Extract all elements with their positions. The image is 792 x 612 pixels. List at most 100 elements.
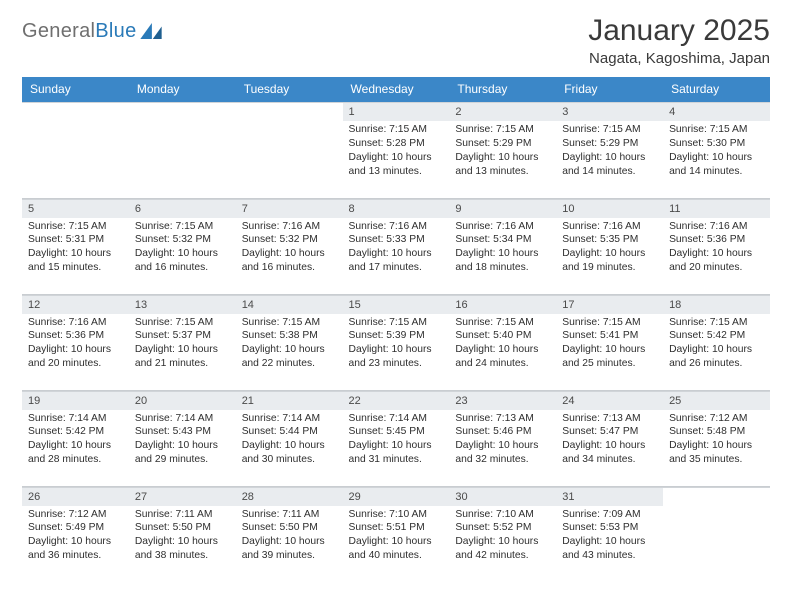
day-number: 5 xyxy=(22,199,129,218)
day-number: 26 xyxy=(22,487,129,506)
day-body: Sunrise: 7:15 AMSunset: 5:41 PMDaylight:… xyxy=(556,314,663,378)
day-number: 14 xyxy=(236,295,343,314)
day-header: Thursday xyxy=(449,77,556,102)
sunset-line: Sunset: 5:31 PM xyxy=(28,233,123,247)
day-number: 25 xyxy=(663,391,770,410)
daylight-line: Daylight: 10 hours and 26 minutes. xyxy=(669,343,764,371)
logo-text-blue: Blue xyxy=(95,20,136,42)
calendar-cell: 27Sunrise: 7:11 AMSunset: 5:50 PMDayligh… xyxy=(129,486,236,582)
sunrise-line: Sunrise: 7:16 AM xyxy=(455,220,550,234)
daylight-line: Daylight: 10 hours and 22 minutes. xyxy=(242,343,337,371)
calendar-cell xyxy=(129,102,236,198)
sunrise-line: Sunrise: 7:15 AM xyxy=(349,123,444,137)
calendar-cell: 25Sunrise: 7:12 AMSunset: 5:48 PMDayligh… xyxy=(663,390,770,486)
sunset-line: Sunset: 5:47 PM xyxy=(562,425,657,439)
sunrise-line: Sunrise: 7:14 AM xyxy=(28,412,123,426)
sunrise-line: Sunrise: 7:15 AM xyxy=(135,220,230,234)
day-body: Sunrise: 7:10 AMSunset: 5:51 PMDaylight:… xyxy=(343,506,450,570)
sunrise-line: Sunrise: 7:11 AM xyxy=(135,508,230,522)
sunrise-line: Sunrise: 7:14 AM xyxy=(242,412,337,426)
sunset-line: Sunset: 5:32 PM xyxy=(242,233,337,247)
calendar-cell: 10Sunrise: 7:16 AMSunset: 5:35 PMDayligh… xyxy=(556,198,663,294)
day-number: 28 xyxy=(236,487,343,506)
daylight-line: Daylight: 10 hours and 42 minutes. xyxy=(455,535,550,563)
sunset-line: Sunset: 5:40 PM xyxy=(455,329,550,343)
daylight-line: Daylight: 10 hours and 18 minutes. xyxy=(455,247,550,275)
logo: GeneralBlue xyxy=(22,20,162,43)
day-header: Friday xyxy=(556,77,663,102)
daylight-line: Daylight: 10 hours and 29 minutes. xyxy=(135,439,230,467)
daylight-line: Daylight: 10 hours and 13 minutes. xyxy=(349,151,444,179)
sunrise-line: Sunrise: 7:16 AM xyxy=(669,220,764,234)
calendar-cell: 16Sunrise: 7:15 AMSunset: 5:40 PMDayligh… xyxy=(449,294,556,390)
day-number: 24 xyxy=(556,391,663,410)
day-number: 23 xyxy=(449,391,556,410)
sunrise-line: Sunrise: 7:13 AM xyxy=(562,412,657,426)
day-body: Sunrise: 7:12 AMSunset: 5:49 PMDaylight:… xyxy=(22,506,129,570)
day-number xyxy=(236,102,343,121)
day-body: Sunrise: 7:15 AMSunset: 5:40 PMDaylight:… xyxy=(449,314,556,378)
day-body: Sunrise: 7:16 AMSunset: 5:32 PMDaylight:… xyxy=(236,218,343,282)
day-number: 30 xyxy=(449,487,556,506)
sunrise-line: Sunrise: 7:15 AM xyxy=(562,123,657,137)
day-body: Sunrise: 7:15 AMSunset: 5:39 PMDaylight:… xyxy=(343,314,450,378)
calendar-cell: 7Sunrise: 7:16 AMSunset: 5:32 PMDaylight… xyxy=(236,198,343,294)
day-body: Sunrise: 7:15 AMSunset: 5:42 PMDaylight:… xyxy=(663,314,770,378)
sunset-line: Sunset: 5:28 PM xyxy=(349,137,444,151)
calendar-cell: 8Sunrise: 7:16 AMSunset: 5:33 PMDaylight… xyxy=(343,198,450,294)
day-header: Monday xyxy=(129,77,236,102)
sunrise-line: Sunrise: 7:15 AM xyxy=(669,123,764,137)
day-number: 15 xyxy=(343,295,450,314)
day-body: Sunrise: 7:13 AMSunset: 5:46 PMDaylight:… xyxy=(449,410,556,474)
daylight-line: Daylight: 10 hours and 23 minutes. xyxy=(349,343,444,371)
sunset-line: Sunset: 5:48 PM xyxy=(669,425,764,439)
calendar-cell: 11Sunrise: 7:16 AMSunset: 5:36 PMDayligh… xyxy=(663,198,770,294)
calendar-cell: 18Sunrise: 7:15 AMSunset: 5:42 PMDayligh… xyxy=(663,294,770,390)
calendar-cell: 31Sunrise: 7:09 AMSunset: 5:53 PMDayligh… xyxy=(556,486,663,582)
sunrise-line: Sunrise: 7:15 AM xyxy=(242,316,337,330)
calendar-cell: 23Sunrise: 7:13 AMSunset: 5:46 PMDayligh… xyxy=(449,390,556,486)
location: Nagata, Kagoshima, Japan xyxy=(588,50,770,67)
sunrise-line: Sunrise: 7:15 AM xyxy=(349,316,444,330)
sunset-line: Sunset: 5:30 PM xyxy=(669,137,764,151)
day-number: 29 xyxy=(343,487,450,506)
day-number: 1 xyxy=(343,102,450,121)
sunrise-line: Sunrise: 7:10 AM xyxy=(455,508,550,522)
day-body: Sunrise: 7:16 AMSunset: 5:36 PMDaylight:… xyxy=(663,218,770,282)
calendar-cell: 20Sunrise: 7:14 AMSunset: 5:43 PMDayligh… xyxy=(129,390,236,486)
calendar-cell: 29Sunrise: 7:10 AMSunset: 5:51 PMDayligh… xyxy=(343,486,450,582)
daylight-line: Daylight: 10 hours and 16 minutes. xyxy=(242,247,337,275)
sunrise-line: Sunrise: 7:16 AM xyxy=(242,220,337,234)
day-body: Sunrise: 7:15 AMSunset: 5:29 PMDaylight:… xyxy=(449,121,556,185)
day-number: 27 xyxy=(129,487,236,506)
sunset-line: Sunset: 5:42 PM xyxy=(28,425,123,439)
day-number: 4 xyxy=(663,102,770,121)
daylight-line: Daylight: 10 hours and 14 minutes. xyxy=(562,151,657,179)
day-header: Tuesday xyxy=(236,77,343,102)
day-body: Sunrise: 7:11 AMSunset: 5:50 PMDaylight:… xyxy=(236,506,343,570)
sunset-line: Sunset: 5:46 PM xyxy=(455,425,550,439)
calendar-cell xyxy=(236,102,343,198)
calendar-cell: 17Sunrise: 7:15 AMSunset: 5:41 PMDayligh… xyxy=(556,294,663,390)
sunrise-line: Sunrise: 7:15 AM xyxy=(135,316,230,330)
day-number xyxy=(129,102,236,121)
day-number: 7 xyxy=(236,199,343,218)
day-number: 8 xyxy=(343,199,450,218)
calendar-cell: 13Sunrise: 7:15 AMSunset: 5:37 PMDayligh… xyxy=(129,294,236,390)
day-body: Sunrise: 7:16 AMSunset: 5:35 PMDaylight:… xyxy=(556,218,663,282)
daylight-line: Daylight: 10 hours and 28 minutes. xyxy=(28,439,123,467)
daylight-line: Daylight: 10 hours and 13 minutes. xyxy=(455,151,550,179)
sunset-line: Sunset: 5:53 PM xyxy=(562,521,657,535)
day-number: 10 xyxy=(556,199,663,218)
daylight-line: Daylight: 10 hours and 31 minutes. xyxy=(349,439,444,467)
daylight-line: Daylight: 10 hours and 35 minutes. xyxy=(669,439,764,467)
daylight-line: Daylight: 10 hours and 32 minutes. xyxy=(455,439,550,467)
daylight-line: Daylight: 10 hours and 24 minutes. xyxy=(455,343,550,371)
sunset-line: Sunset: 5:37 PM xyxy=(135,329,230,343)
day-body: Sunrise: 7:10 AMSunset: 5:52 PMDaylight:… xyxy=(449,506,556,570)
day-body: Sunrise: 7:14 AMSunset: 5:43 PMDaylight:… xyxy=(129,410,236,474)
day-number: 22 xyxy=(343,391,450,410)
day-header: Wednesday xyxy=(343,77,450,102)
daylight-line: Daylight: 10 hours and 43 minutes. xyxy=(562,535,657,563)
daylight-line: Daylight: 10 hours and 17 minutes. xyxy=(349,247,444,275)
